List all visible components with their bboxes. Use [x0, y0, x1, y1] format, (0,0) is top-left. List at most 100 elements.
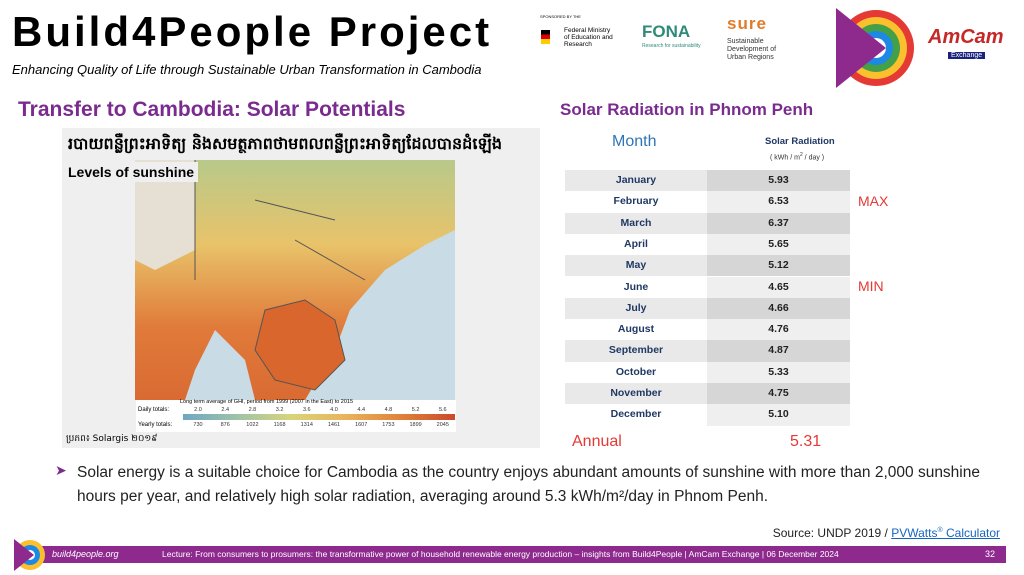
value-cell: 6.37	[707, 212, 850, 234]
table-row: April 5.65	[565, 233, 850, 256]
daily-label: Daily totals:	[138, 407, 170, 413]
month-cell: July	[625, 301, 647, 314]
table-row: July 4.66	[565, 297, 850, 320]
value-cell: 5.65	[707, 233, 850, 256]
yearly-value: 1899	[409, 422, 422, 428]
month-cell: March	[620, 216, 652, 229]
yearly-value: 1753	[382, 422, 395, 428]
source: Source: UNDP 2019 / PVWatts® Calculator	[773, 526, 1000, 540]
unit-pre: ( kWh / m	[770, 154, 800, 162]
link-suffix[interactable]: Calculator	[942, 526, 1000, 540]
map-label: Levels of sunshine	[64, 162, 199, 182]
yearly-value: 1168	[273, 422, 286, 428]
footer-lecture: Lecture: From consumers to prosumers: th…	[162, 549, 839, 559]
table-row: January 5.93	[565, 170, 850, 192]
yearly-value: 1607	[355, 422, 368, 428]
table-row: May 5.12	[565, 255, 850, 277]
section-heading: Transfer to Cambodia: Solar Potentials	[18, 98, 406, 121]
value-cell: 4.75	[707, 383, 850, 405]
sponsor-caption: SPONSORED BY THE	[540, 14, 581, 19]
unit: ( kWh / m2 / day )	[770, 152, 824, 161]
month-cell: January	[615, 174, 657, 186]
bullet-marker: ➤	[55, 462, 67, 478]
unit-post: / day )	[802, 154, 825, 162]
unit-sup: 2	[799, 152, 803, 158]
table-row: September 4.87	[565, 340, 850, 362]
table-row: March 6.37	[565, 212, 850, 234]
table-row: November 4.75	[565, 383, 850, 405]
khmer-title: របាយពន្លឺព្រះអាទិត្យ និងសមត្ថភាពថាមពលពន្…	[68, 134, 503, 153]
value-cell: 5.33	[707, 361, 850, 383]
table-row: October 5.33	[565, 361, 850, 383]
value-cell: 4.65	[707, 276, 850, 298]
footer-bar	[40, 546, 1006, 563]
daily-value: 2.0	[194, 407, 202, 413]
source-link[interactable]: PVWatts® Calculator	[891, 526, 1000, 540]
table-row: August 4.76	[565, 319, 850, 341]
link-text[interactable]: PVWatts	[891, 526, 938, 540]
table-row: December 5.10	[565, 404, 850, 426]
link-sup[interactable]: ®	[937, 527, 943, 534]
map	[135, 160, 455, 400]
daily-value: 4.4	[357, 407, 366, 413]
legend-title: Long term average of GHI, period from 19…	[180, 399, 354, 405]
sure-logo: sure	[727, 14, 767, 33]
month-cell: December	[610, 408, 662, 421]
daily-value: 2.8	[248, 407, 257, 413]
month-cell: June	[623, 280, 649, 293]
month-cell: August	[617, 323, 655, 336]
month-cell: October	[615, 365, 657, 378]
value-cell: 5.93	[707, 170, 850, 192]
value-cell: 4.66	[707, 297, 850, 320]
value-cell: 4.87	[707, 340, 850, 362]
footer-site: build4people.org	[52, 549, 119, 559]
annual-label: Annual	[572, 433, 622, 450]
subtitle: Enhancing Quality of Life through Sustai…	[12, 62, 482, 77]
bullet-text: Solar energy is a suitable choice for Ca…	[77, 464, 980, 505]
color-scale	[183, 414, 455, 420]
daily-value: 2.4	[221, 407, 230, 413]
col-value: Solar Radiation	[765, 136, 835, 147]
value-cell: 5.10	[707, 404, 850, 426]
flag	[541, 30, 550, 44]
map-credit: ប្រភព៖ Solargis ២០១៩	[66, 434, 158, 444]
yearly-label: Yearly totals:	[138, 422, 173, 428]
month-cell: November	[610, 387, 662, 399]
value-cell: 4.76	[707, 319, 850, 341]
footer-logo	[14, 539, 45, 571]
max-note: MAX	[858, 193, 889, 209]
yearly-value: 876	[220, 422, 230, 428]
source-prefix: Source: UNDP 2019 /	[772, 526, 892, 540]
value-cell: 6.53	[707, 191, 850, 213]
table-row: February 6.53	[565, 191, 850, 213]
daily-value: 5.6	[438, 407, 447, 413]
title: Build4People Project	[12, 8, 493, 55]
table-row: June 4.65	[565, 276, 850, 298]
value-cell: 5.12	[707, 255, 850, 277]
month-cell: April	[624, 237, 648, 250]
amcam-logo: AmCam	[928, 26, 1004, 48]
month-cell: September	[608, 344, 664, 357]
daily-value: 3.6	[302, 407, 311, 413]
daily-value: 3.2	[275, 407, 284, 413]
yearly-value: 1461	[327, 422, 341, 428]
b4p-logo	[836, 8, 914, 88]
fona-logo: FONA	[642, 22, 691, 41]
yearly-value: 2045	[436, 422, 449, 428]
yearly-value: 1314	[300, 422, 313, 428]
yearly-value: 1022	[246, 422, 259, 428]
min-note: MIN	[858, 278, 884, 294]
col-month: Month	[612, 133, 657, 150]
month-cell: May	[625, 259, 647, 272]
daily-value: 4.0	[330, 407, 338, 413]
sure-caption: Sustainable Development of Urban Regions	[727, 38, 777, 61]
page-number: 32	[985, 549, 996, 559]
yearly-value: 730	[193, 422, 203, 428]
ministry: Federal Ministry of Education and Resear…	[564, 27, 613, 48]
daily-value: 4.8	[384, 407, 393, 413]
month-cell: February	[613, 195, 659, 208]
table-title: Solar Radiation in Phnom Penh	[560, 100, 814, 119]
daily-value: 5.2	[411, 407, 420, 413]
annual-value: 5.31	[790, 433, 822, 450]
